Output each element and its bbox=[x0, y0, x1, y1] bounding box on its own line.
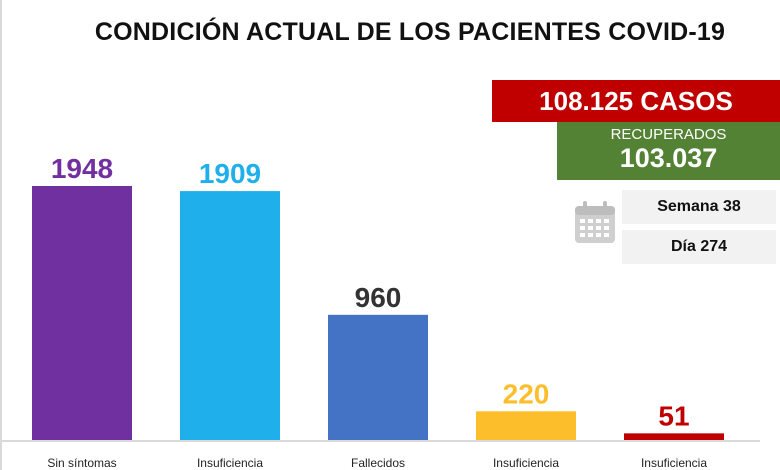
chart-title: CONDICIÓN ACTUAL DE LOS PACIENTES COVID-… bbox=[94, 18, 726, 46]
bar-value-label-4: 220 bbox=[503, 378, 550, 409]
bar-value-label-5: 51 bbox=[658, 400, 689, 431]
week-box: Semana 38 bbox=[622, 190, 776, 224]
total-cases-text: 108.125 CASOS bbox=[539, 85, 733, 116]
category-label-1: Sin síntomas bbox=[47, 456, 116, 470]
bar-value-label-3: 960 bbox=[355, 282, 402, 313]
recovered-value: 103.037 bbox=[619, 143, 718, 173]
left-edge-line bbox=[0, 0, 2, 470]
bar-2 bbox=[180, 191, 280, 440]
category-label-4: Insuficiencia bbox=[493, 456, 559, 470]
category-label-2: Insuficiencia bbox=[197, 456, 263, 470]
bar-5 bbox=[624, 433, 724, 440]
recovered-badge: RECUPERADOS 103.037 bbox=[557, 122, 780, 180]
category-label-3: Fallecidos bbox=[351, 456, 405, 470]
bar-4 bbox=[476, 411, 576, 440]
bar-3 bbox=[328, 314, 428, 440]
bar-value-label-2: 1909 bbox=[199, 158, 261, 189]
calendar-icon bbox=[575, 201, 615, 243]
category-label-5: Insuficiencia bbox=[641, 456, 707, 470]
chart-baseline bbox=[0, 440, 760, 442]
bar-1 bbox=[32, 186, 132, 440]
bar-value-label-1: 1948 bbox=[51, 153, 113, 184]
day-box: Día 274 bbox=[622, 230, 776, 264]
day-text: Día 274 bbox=[670, 238, 728, 255]
recovered-label: RECUPERADOS bbox=[610, 126, 727, 143]
week-text: Semana 38 bbox=[657, 198, 741, 215]
total-cases-badge: 108.125 CASOS bbox=[492, 80, 780, 122]
